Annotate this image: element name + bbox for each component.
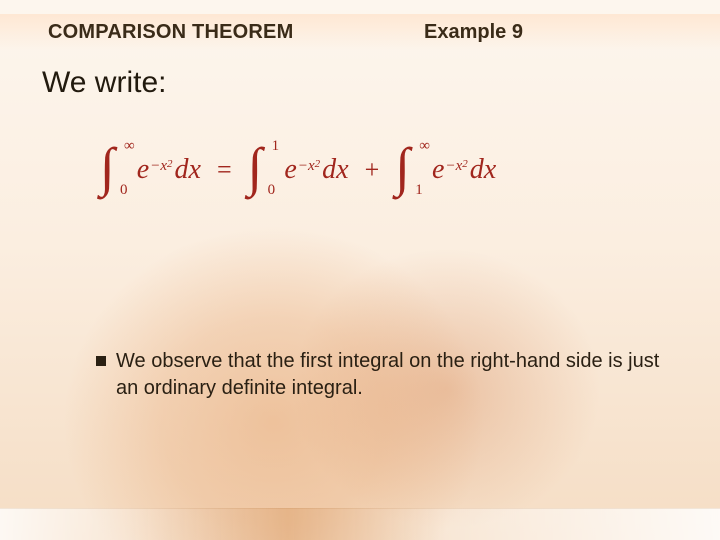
lower-limit: 0 xyxy=(120,182,128,199)
integrand-exp-prefix: −x xyxy=(298,158,315,174)
integrand-exp-prefix: −x xyxy=(445,158,462,174)
bullet-icon xyxy=(96,356,106,366)
example-label: Example 9 xyxy=(424,21,523,44)
integrand-base: e xyxy=(137,154,149,186)
integrand: e−x2 xyxy=(284,154,320,186)
integrand-base: e xyxy=(432,154,444,186)
lower-limit: 0 xyxy=(268,182,276,199)
integrand-exp-power: 2 xyxy=(462,158,468,170)
integrand-base: e xyxy=(284,154,296,186)
integrand-exp-power: 2 xyxy=(315,158,321,170)
differential: dx xyxy=(322,154,348,186)
differential: dx xyxy=(470,154,496,186)
footer-band xyxy=(0,508,720,540)
integrand: e−x2 xyxy=(137,154,173,186)
bullet-text: We observe that the first integral on th… xyxy=(116,348,670,402)
integrand-exp-power: 2 xyxy=(167,158,173,170)
lead-text: We write: xyxy=(42,66,166,100)
differential: dx xyxy=(175,154,201,186)
upper-limit: 1 xyxy=(272,138,280,155)
integral-sign-icon: ∫ xyxy=(395,146,410,189)
upper-limit: ∞ xyxy=(124,138,135,155)
integrand-exp-prefix: −x xyxy=(150,158,167,174)
integral-term-2: ∫ 1 0 e−x2 dx xyxy=(248,148,349,191)
bullet-item: We observe that the first integral on th… xyxy=(96,348,670,402)
plus-sign: + xyxy=(365,155,380,185)
equation: ∫ ∞ 0 e−x2 dx = ∫ 1 0 e−x2 dx + ∫ ∞ 1 e−… xyxy=(100,148,496,191)
integral-sign-icon: ∫ xyxy=(100,146,115,189)
lower-limit: 1 xyxy=(415,182,423,199)
header-row: COMPARISON THEOREM Example 9 xyxy=(0,14,720,50)
integral-sign-icon: ∫ xyxy=(248,146,263,189)
upper-limit: ∞ xyxy=(419,138,430,155)
slide-title: COMPARISON THEOREM xyxy=(48,21,293,44)
integrand: e−x2 xyxy=(432,154,468,186)
integral-term-3: ∫ ∞ 1 e−x2 dx xyxy=(395,148,496,191)
integral-term-1: ∫ ∞ 0 e−x2 dx xyxy=(100,148,201,191)
equals-sign: = xyxy=(217,155,232,185)
